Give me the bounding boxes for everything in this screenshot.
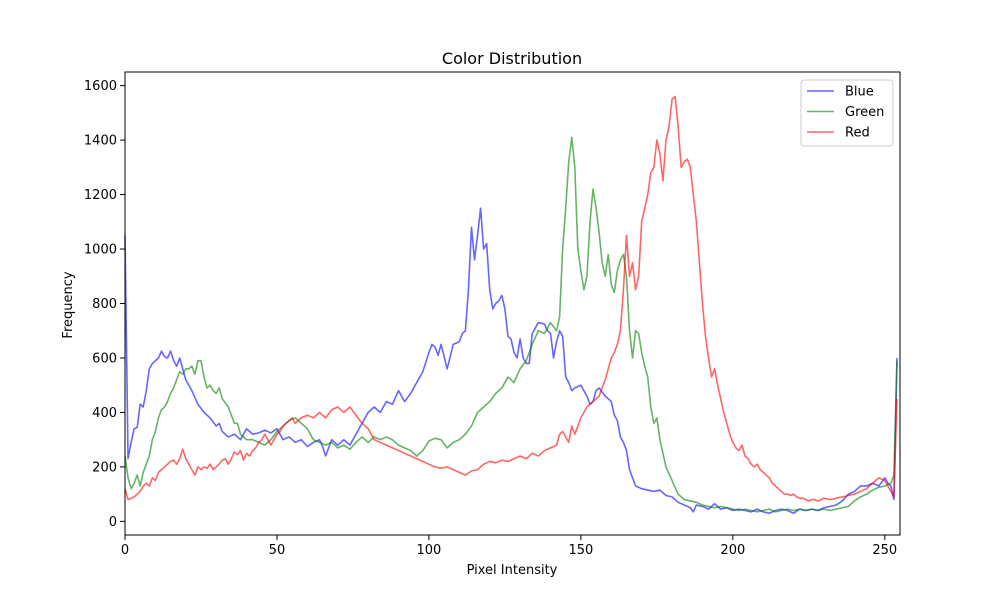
x-tick-label: 0	[121, 543, 129, 558]
y-tick-label: 1000	[84, 243, 117, 258]
y-tick-label: 1200	[84, 188, 117, 203]
legend-label-blue: Blue	[845, 85, 874, 100]
chart-title: Color Distribution	[442, 49, 582, 68]
legend-label-red: Red	[845, 126, 870, 141]
y-tick-label: 1400	[84, 134, 117, 149]
x-tick-label: 200	[720, 543, 745, 558]
y-tick-label: 1600	[84, 79, 117, 94]
y-tick-label: 800	[92, 297, 117, 312]
plot-frame	[124, 71, 901, 536]
x-axis-label: Pixel Intensity	[467, 563, 558, 578]
x-tick-label: 50	[269, 543, 286, 558]
legend-box	[800, 79, 894, 147]
series-line-red	[124, 95, 898, 502]
y-tick-label: 0	[109, 515, 117, 530]
y-tick-label: 400	[92, 406, 117, 421]
plot-area: 0 50 100 150 200 250 0 200 400 600 800 1000 1200 1400…	[84, 71, 901, 558]
y-tick-label: 200	[92, 460, 117, 475]
legend-label-green: Green	[845, 105, 884, 120]
x-tick-label: 100	[417, 543, 442, 558]
x-tick-label: 250	[872, 543, 897, 558]
x-tick-label: 150	[568, 543, 593, 558]
y-axis-label: Frequency	[61, 271, 76, 338]
series-line-green	[124, 136, 898, 513]
y-tick-label: 600	[92, 351, 117, 366]
series-line-blue	[124, 207, 898, 515]
legend: Blue Green Red	[800, 79, 894, 147]
